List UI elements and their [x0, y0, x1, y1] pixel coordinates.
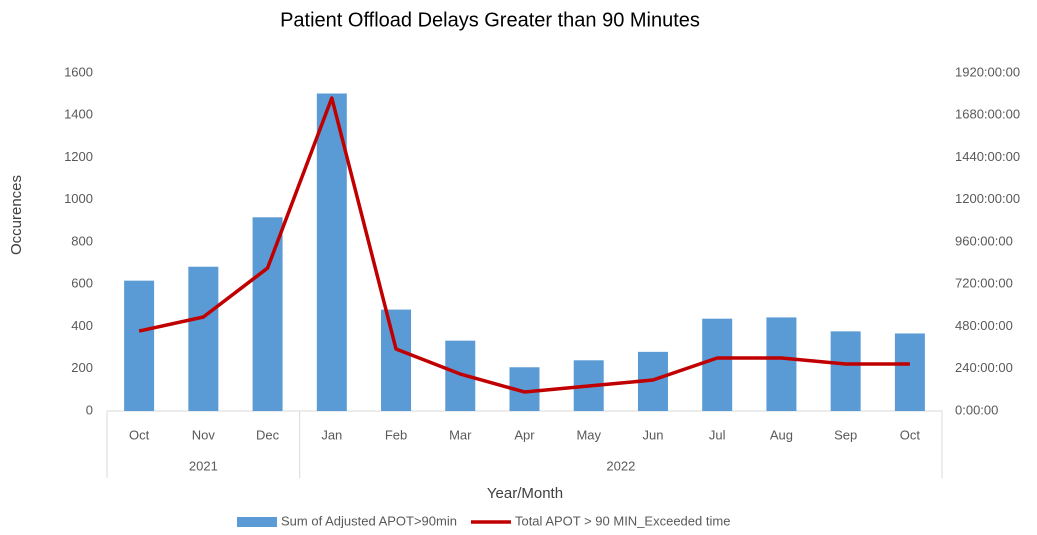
- x-tick-label: Oct: [900, 427, 921, 442]
- bar: [188, 266, 219, 411]
- y-tick-label: 800: [71, 233, 93, 248]
- x-tick-label: Jun: [642, 427, 663, 442]
- bar: [830, 331, 861, 411]
- y-tick-label: 600: [71, 276, 93, 291]
- legend-swatch: [237, 517, 277, 527]
- y-tick-label: 1000: [64, 191, 93, 206]
- y-tick-label: 1600: [64, 64, 93, 79]
- x-tick-label: Jul: [709, 427, 726, 442]
- y2-tick-label: 720:00:00: [955, 276, 1013, 291]
- x-group-label: 2022: [606, 458, 635, 473]
- bar: [124, 280, 155, 411]
- x-tick-label: Mar: [449, 427, 472, 442]
- legend-label: Total APOT > 90 MIN_Exceeded time: [515, 513, 730, 528]
- x-tick-label: Dec: [256, 427, 280, 442]
- y2-tick-label: 1680:00:00: [955, 107, 1020, 122]
- y-axis-title: Occurences: [8, 175, 25, 255]
- bar: [702, 318, 733, 411]
- bar: [381, 309, 412, 411]
- x-tick-label: Sep: [834, 427, 857, 442]
- y-tick-label: 200: [71, 360, 93, 375]
- bar: [316, 93, 347, 412]
- y2-tick-label: 240:00:00: [955, 360, 1013, 375]
- x-tick-label: Oct: [129, 427, 150, 442]
- x-axis-title: Year/Month: [487, 485, 563, 502]
- y-tick-label: 1400: [64, 107, 93, 122]
- line: [138, 96, 910, 394]
- chart-title: Patient Offload Delays Greater than 90 M…: [280, 9, 700, 31]
- y2-tick-label: 480:00:00: [955, 318, 1013, 333]
- x-tick-label: Feb: [385, 427, 407, 442]
- legend-label: Sum of Adjusted APOT>90min: [281, 513, 457, 528]
- y-tick-label: 0: [86, 402, 93, 417]
- y2-tick-label: 1920:00:00: [955, 64, 1020, 79]
- x-tick-label: Apr: [514, 427, 535, 442]
- bar: [894, 333, 925, 411]
- y-tick-label: 1200: [64, 149, 93, 164]
- y2-tick-label: 1200:00:00: [955, 191, 1020, 206]
- y-tick-label: 400: [71, 318, 93, 333]
- x-tick-label: Nov: [192, 427, 216, 442]
- y2-tick-label: 960:00:00: [955, 233, 1013, 248]
- x-tick-label: May: [576, 427, 601, 442]
- bar: [766, 317, 797, 411]
- x-tick-label: Aug: [770, 427, 793, 442]
- x-group-label: 2021: [189, 458, 218, 473]
- y2-tick-label: 1440:00:00: [955, 149, 1020, 164]
- x-tick-label: Jan: [321, 427, 342, 442]
- y2-tick-label: 0:00:00: [955, 402, 998, 417]
- bar: [252, 217, 283, 411]
